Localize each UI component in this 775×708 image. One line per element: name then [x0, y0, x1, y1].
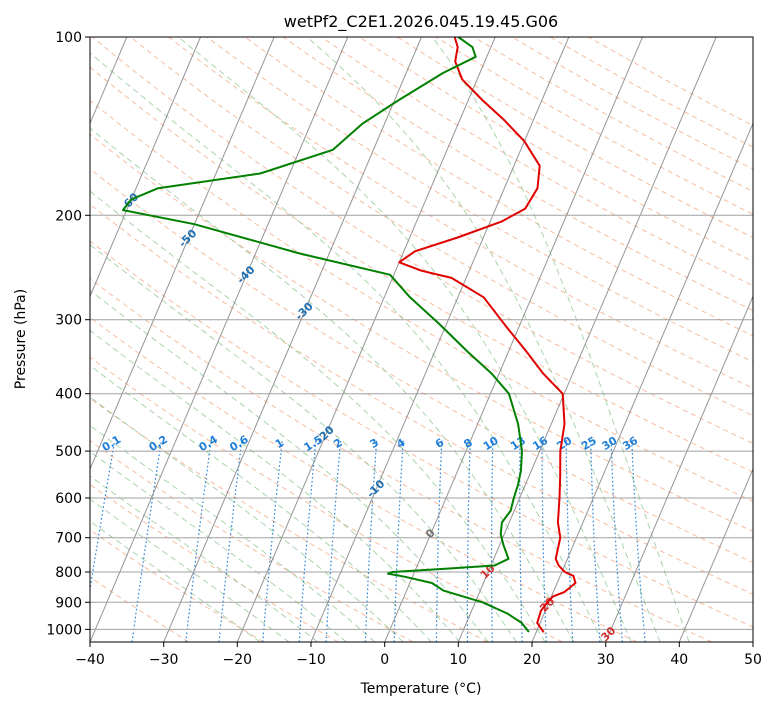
mixing-ratio-lines	[90, 440, 646, 642]
x-axis-ticks: −40 −30 −20 −10 0 10 20 30 40 50	[75, 642, 762, 668]
sounding-profiles	[122, 37, 577, 633]
isotherm-line	[384, 37, 643, 642]
dry-adiabat	[90, 356, 563, 642]
moist-adiabat	[90, 396, 404, 642]
moist-adiabat	[90, 475, 319, 642]
x-tick-label: 20	[523, 652, 541, 668]
mixing-ratio-line	[364, 440, 378, 642]
dry-adiabat	[90, 397, 488, 642]
isotherm-line	[90, 37, 201, 298]
mixing-ratio-line	[298, 440, 317, 642]
x-axis-label: Temperature (°C)	[360, 681, 482, 697]
y-tick-label: 400	[55, 387, 82, 403]
moist-adiabat	[90, 364, 432, 642]
dry-adiabat	[90, 66, 753, 473]
y-axis-label: Pressure (hPa)	[13, 289, 29, 389]
mixing-ratio-line	[90, 440, 116, 594]
moist-adiabat	[90, 424, 376, 642]
mixing-ratio-line	[490, 440, 494, 642]
mixing-ratio-line	[590, 440, 601, 642]
x-tick-label: 10	[449, 652, 467, 668]
mixing-ratio-line	[631, 440, 646, 642]
y-tick-label: 200	[55, 208, 82, 224]
isotherm-line	[457, 37, 717, 642]
isotherm-line	[90, 37, 275, 471]
y-tick-label: 500	[55, 444, 82, 460]
y-tick-label: 700	[55, 531, 82, 547]
mixing-ratio-line	[435, 440, 443, 642]
mixing-ratio-line	[541, 440, 547, 642]
moist-adiabat	[90, 243, 517, 642]
moist-adiabat	[90, 127, 575, 642]
moist-adiabat	[90, 520, 261, 642]
mixing-ratio-line	[185, 440, 212, 642]
y-tick-label: 800	[55, 565, 82, 581]
isotherm-line	[90, 37, 349, 642]
mixing-ratio-line	[565, 440, 574, 642]
mixing-ratio-line	[610, 440, 623, 642]
isotherm-line	[605, 295, 753, 642]
chart-title: wetPf2_C2E1.2026.045.19.45.G06	[284, 12, 558, 32]
moist-adiabat	[431, 37, 690, 642]
dry-adiabat	[130, 37, 753, 417]
isotherm-line	[678, 467, 753, 642]
y-tick-label: 900	[55, 595, 82, 611]
x-tick-label: −10	[296, 652, 326, 668]
moist-adiabat	[90, 498, 290, 642]
x-tick-label: 0	[380, 652, 389, 668]
plot-area: 0.10.20.40.611.52346810131620253036-100-…	[90, 37, 753, 642]
isotherm-line	[236, 37, 496, 642]
dry-adiabat	[90, 240, 753, 628]
mixing-ratio-line	[131, 440, 162, 642]
pressure-gridlines	[90, 37, 753, 630]
y-tick-label: 300	[55, 313, 82, 329]
moist-adiabat	[306, 37, 661, 642]
dry-adiabat	[90, 133, 753, 533]
x-tick-label: −40	[75, 652, 105, 668]
y-tick-label: 600	[55, 491, 82, 507]
moist-adiabats	[90, 37, 690, 642]
isotherms	[90, 37, 753, 642]
x-tick-label: 40	[670, 652, 688, 668]
dry-adiabat	[90, 168, 753, 563]
isotherm-line	[163, 37, 422, 642]
x-tick-label: 50	[744, 652, 762, 668]
x-tick-label: 30	[597, 652, 615, 668]
dewpoint-profile	[122, 37, 530, 633]
moist-adiabat	[90, 52, 603, 642]
isotherm-line	[310, 37, 570, 642]
y-tick-label: 100	[55, 30, 82, 46]
x-tick-label: −30	[149, 652, 179, 668]
mixing-ratio-line	[262, 440, 283, 642]
dry-adiabat	[282, 37, 753, 312]
mixing-ratio-line	[218, 440, 243, 642]
dry-adiabat	[90, 483, 339, 642]
moist-adiabat	[90, 289, 489, 642]
mixing-ratio-line	[325, 440, 342, 642]
y-tick-label: 1000	[46, 622, 82, 638]
mixing-ratio-line	[519, 440, 523, 642]
x-tick-label: −20	[223, 652, 253, 668]
moist-adiabat	[90, 329, 461, 642]
moist-adiabat	[177, 37, 632, 642]
plot-frame	[89, 36, 754, 643]
y-axis-ticks: 100 200 300 400 500 600 700 800 900 1000	[46, 30, 90, 638]
mixing-ratio-line	[466, 440, 471, 642]
dry-adiabat	[206, 37, 753, 363]
isotherm-line	[531, 122, 753, 642]
dry-adiabat	[90, 203, 753, 595]
temperature-profile	[398, 37, 577, 633]
